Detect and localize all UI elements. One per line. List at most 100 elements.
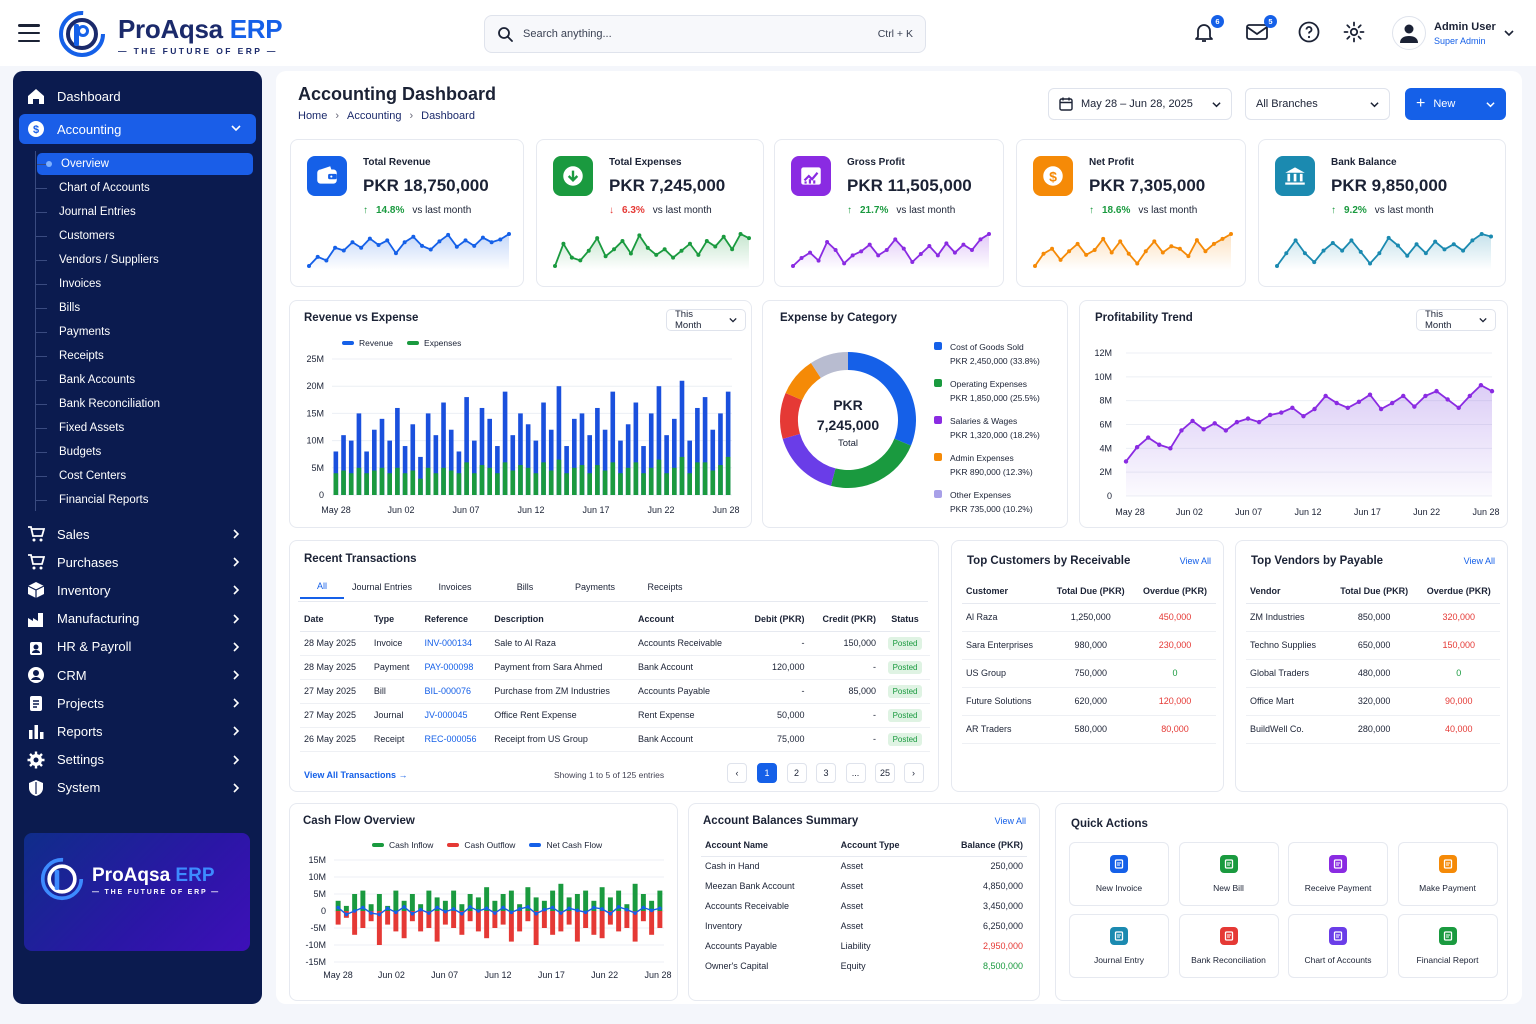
quick-action-make-payment[interactable]: Make Payment [1397, 842, 1498, 906]
branch-select[interactable]: All Branches [1245, 88, 1390, 120]
messages-button[interactable]: 5 [1245, 15, 1277, 46]
table-row[interactable]: 28 May 2025 Payment PAY-000098 Payment from… [300, 655, 930, 680]
submenu-item-vendors-suppliers[interactable]: Vendors / Suppliers [35, 249, 253, 271]
crumb-home[interactable]: Home [298, 110, 328, 122]
settings-button[interactable] [1342, 20, 1368, 46]
table-row[interactable]: Global Traders 480,000 0 [1246, 659, 1500, 688]
sidebar-item-crm[interactable]: CRM [19, 661, 256, 689]
table-row[interactable]: Techno Supplies 650,000 150,000 [1246, 631, 1500, 660]
submenu-item-overview[interactable]: Overview [37, 153, 253, 175]
promo-tagline: — THE FUTURE OF ERP — [92, 889, 220, 896]
period-select[interactable]: This Month [1416, 309, 1496, 331]
view-all-customers-link[interactable]: View All [1179, 556, 1211, 566]
quick-action-journal-entry[interactable]: Journal Entry [1069, 914, 1169, 978]
sidebar-item-hr-payroll[interactable]: HR & Payroll [19, 633, 256, 661]
table-row[interactable]: AR Traders 580,000 80,000 [962, 715, 1216, 744]
table-cell[interactable]: BIL-000076 [420, 679, 491, 704]
date-range-picker[interactable]: May 28 – Jun 28, 2025 [1048, 88, 1232, 120]
table-cell[interactable]: REC-000056 [420, 727, 491, 752]
sidebar-item-system[interactable]: System [19, 774, 256, 802]
submenu-item-invoices[interactable]: Invoices [35, 273, 253, 295]
table-row[interactable]: 27 May 2025 Journal JV-000045 Office Rent E… [300, 703, 930, 728]
menu-icon[interactable] [18, 24, 40, 42]
tab-all[interactable]: All [300, 575, 344, 599]
search-input[interactable]: Search anything... [523, 28, 612, 40]
view-all-vendors-link[interactable]: View All [1463, 556, 1495, 566]
table-row[interactable]: Office Mart 320,000 90,000 [1246, 687, 1500, 716]
tab-journal-entries[interactable]: Journal Entries [352, 582, 413, 592]
prev-page-button[interactable]: ‹ [727, 763, 747, 783]
submenu-item-receipts[interactable]: Receipts [35, 345, 253, 367]
quick-action-receive-payment[interactable]: Receive Payment [1288, 842, 1388, 906]
sidebar-item-sales[interactable]: Sales [19, 520, 256, 548]
tab-invoices[interactable]: Invoices [438, 582, 472, 592]
net-flow-point [658, 906, 662, 911]
page-button[interactable]: ... [845, 763, 866, 783]
quick-action-new-invoice[interactable]: New Invoice [1069, 842, 1169, 906]
quick-action-new-bill[interactable]: New Bill [1178, 842, 1279, 906]
quick-action-bank-reconciliation[interactable]: Bank Reconciliation [1178, 914, 1279, 978]
page-button[interactable]: 1 [757, 763, 777, 783]
sparkline-point [987, 232, 991, 236]
search-box[interactable]: Search anything... Ctrl + K [484, 15, 926, 53]
sidebar-item-dashboard[interactable]: Dashboard [19, 82, 256, 110]
tab-bills[interactable]: Bills [516, 582, 534, 592]
sidebar-item-settings[interactable]: Settings [19, 746, 256, 774]
submenu-item-bank-reconciliation[interactable]: Bank Reconciliation [35, 393, 253, 415]
table-row[interactable]: ZM Industries 850,000 320,000 [1246, 603, 1500, 632]
table-row[interactable]: Al Raza 1,250,000 450,000 [962, 603, 1216, 632]
submenu-item-chart-of-accounts[interactable]: Chart of Accounts [35, 177, 253, 199]
table-row[interactable]: Accounts Payable Liability 2,950,000 [701, 936, 1027, 956]
table-row[interactable]: Future Solutions 620,000 120,000 [962, 687, 1216, 716]
table-row[interactable]: 26 May 2025 Receipt REC-000056 Receipt from… [300, 727, 930, 752]
table-row[interactable]: Cash in Hand Asset 250,000 [701, 856, 1027, 876]
sidebar-item-manufacturing[interactable]: Manufacturing [19, 605, 256, 633]
view-all-transactions-link[interactable]: View All Transactions → [304, 770, 408, 780]
new-button[interactable]: + New [1405, 88, 1506, 120]
page-button[interactable]: 25 [875, 763, 895, 783]
submenu-item-journal-entries[interactable]: Journal Entries [35, 201, 253, 223]
table-row[interactable]: Inventory Asset 6,250,000 [701, 916, 1027, 936]
table-cell[interactable]: JV-000045 [420, 703, 491, 728]
quick-action-label: Receive Payment [1304, 883, 1372, 893]
user-menu[interactable]: Admin User Super Admin [1392, 14, 1522, 52]
notification-bell[interactable]: 6 [1192, 15, 1224, 46]
submenu-item-customers[interactable]: Customers [35, 225, 253, 247]
table-row[interactable]: 27 May 2025 Bill BIL-000076 Purchase from Z… [300, 679, 930, 704]
period-select[interactable]: This Month [666, 309, 746, 331]
profit-point [1201, 427, 1206, 432]
table-row[interactable]: Meezan Bank Account Asset 4,850,000 [701, 876, 1027, 896]
submenu-item-budgets[interactable]: Budgets [35, 441, 253, 463]
crumb-dashboard[interactable]: Dashboard [421, 110, 475, 122]
table-cell[interactable]: INV-000134 [420, 631, 491, 656]
sidebar-item-accounting[interactable]: $ Accounting [19, 114, 256, 144]
tab-receipts[interactable]: Receipts [647, 582, 683, 592]
submenu-item-financial-reports[interactable]: Financial Reports [35, 489, 253, 511]
next-page-button[interactable]: › [903, 763, 924, 783]
sidebar-item-purchases[interactable]: Purchases [19, 548, 256, 576]
table-cell[interactable]: PAY-000098 [420, 655, 491, 680]
submenu-item-payments[interactable]: Payments [35, 321, 253, 343]
table-row[interactable]: Sara Enterprises 980,000 230,000 [962, 631, 1216, 660]
page-button[interactable]: 2 [786, 763, 807, 783]
help-button[interactable] [1297, 20, 1323, 46]
table-row[interactable]: US Group 750,000 0 [962, 659, 1216, 688]
quick-action-financial-report[interactable]: Financial Report [1397, 914, 1498, 978]
sidebar-item-inventory[interactable]: Inventory [19, 576, 256, 604]
view-all-balances-link[interactable]: View All [994, 816, 1026, 826]
tab-payments[interactable]: Payments [575, 582, 616, 592]
table-row[interactable]: Owner's Capital Equity 8,500,000 [701, 956, 1027, 976]
submenu-item-cost-centers[interactable]: Cost Centers [35, 465, 253, 487]
sidebar-item-reports[interactable]: Reports [19, 717, 256, 745]
table-row[interactable]: BuildWell Co. 280,000 40,000 [1246, 715, 1500, 744]
table-row[interactable]: 28 May 2025 Invoice INV-000134 Sale to Al R… [300, 631, 930, 656]
crumb-accounting[interactable]: Accounting [347, 110, 402, 122]
page-button[interactable]: 3 [816, 763, 836, 783]
submenu-item-bills[interactable]: Bills [35, 297, 253, 319]
donut-slice [830, 438, 912, 488]
table-row[interactable]: Accounts Receivable Asset 3,450,000 [701, 896, 1027, 916]
submenu-item-fixed-assets[interactable]: Fixed Assets [35, 417, 253, 439]
quick-action-chart-of-accounts[interactable]: Chart of Accounts [1288, 914, 1388, 978]
sidebar-item-projects[interactable]: Projects [19, 689, 256, 717]
submenu-item-bank-accounts[interactable]: Bank Accounts [35, 369, 253, 391]
